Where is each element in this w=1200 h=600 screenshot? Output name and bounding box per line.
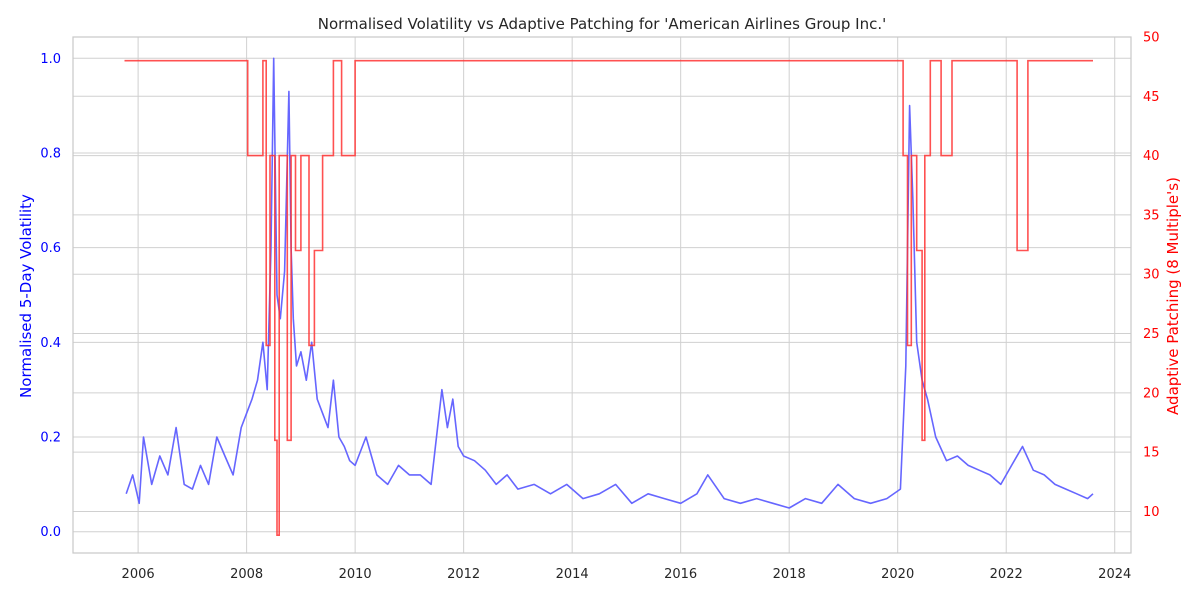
y-tick-label: 1.0 — [40, 52, 61, 67]
x-tick-label: 2018 — [773, 567, 806, 582]
y2-tick-label: 25 — [1143, 327, 1160, 342]
patching-series — [124, 59, 1093, 536]
y2-tick-label: 30 — [1143, 268, 1160, 283]
x-tick-label: 2006 — [122, 567, 155, 582]
y-tick-label: 0.0 — [40, 525, 61, 540]
y2-axis-label: Adaptive Patching (8 Multiple's) — [1164, 177, 1182, 415]
x-tick-label: 2008 — [230, 567, 263, 582]
x-tick-label: 2010 — [339, 567, 372, 582]
plot-frame — [72, 36, 1132, 554]
patching-line — [124, 59, 1093, 536]
chart-title: Normalised Volatility vs Adaptive Patchi… — [318, 15, 887, 33]
left-axis-ticks: 0.0 0.2 0.4 0.6 0.8 1.0 — [40, 52, 61, 540]
y2-tick-label: 20 — [1143, 386, 1160, 401]
x-tick-label: 2014 — [556, 567, 589, 582]
x-tick-label: 2012 — [447, 567, 480, 582]
y2-tick-label: 40 — [1143, 149, 1160, 164]
x-tick-label: 2016 — [664, 567, 697, 582]
y2-tick-label: 15 — [1143, 446, 1160, 461]
y-tick-label: 0.8 — [40, 146, 61, 161]
y-tick-label: 0.4 — [40, 336, 61, 351]
y-tick-label: 0.2 — [40, 431, 61, 446]
x-tick-label: 2022 — [990, 567, 1023, 582]
plot-background — [73, 37, 1131, 553]
right-axis-ticks: 10 15 20 25 30 35 40 45 50 — [1143, 31, 1160, 520]
y2-tick-label: 50 — [1143, 31, 1160, 46]
x-tick-label: 2020 — [881, 567, 914, 582]
y-axis-label: Normalised 5-Day Volatility — [17, 194, 35, 398]
x-axis-ticks: 2006 2008 2010 2012 2014 2016 2018 2020 2022 2024 — [122, 567, 1132, 582]
grid-lines — [73, 36, 1131, 553]
y2-tick-label: 10 — [1143, 505, 1160, 520]
y-tick-label: 0.6 — [40, 241, 61, 256]
volatility-line — [125, 57, 1094, 509]
y2-tick-label: 45 — [1143, 90, 1160, 105]
volatility-series — [125, 57, 1094, 509]
x-tick-label: 2024 — [1098, 567, 1131, 582]
y2-tick-label: 35 — [1143, 208, 1160, 223]
